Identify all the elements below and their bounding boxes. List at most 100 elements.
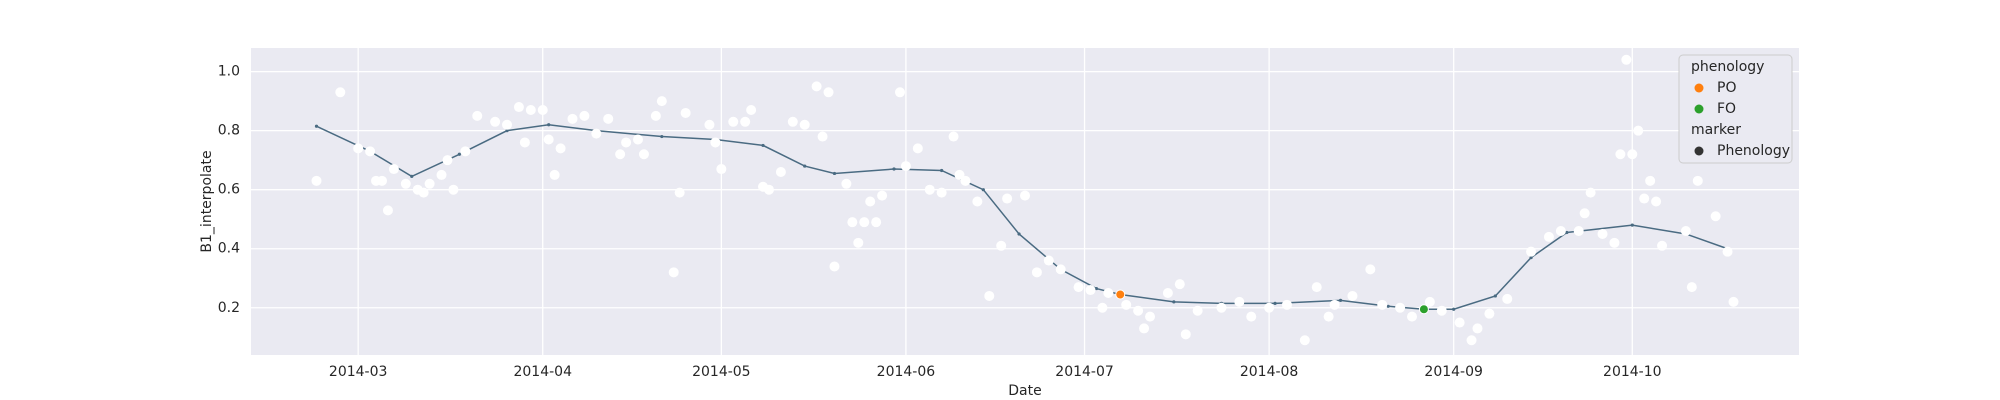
data-point	[1264, 302, 1275, 313]
data-point	[460, 146, 471, 157]
line-vertex	[314, 124, 319, 128]
x-tick-label: 2014-03	[329, 364, 388, 380]
data-point	[525, 104, 536, 115]
data-point	[1234, 296, 1245, 307]
data-point	[579, 110, 590, 121]
data-point	[1323, 311, 1334, 322]
data-point	[924, 184, 935, 195]
data-point	[621, 137, 632, 148]
data-point	[1395, 302, 1406, 313]
line-vertex	[1529, 255, 1533, 260]
data-point	[335, 87, 346, 98]
data-point	[1621, 54, 1632, 65]
data-point	[650, 110, 661, 121]
line-vertex	[981, 188, 985, 192]
data-point	[1347, 290, 1358, 301]
data-point	[513, 102, 524, 113]
data-point	[847, 217, 858, 228]
line-vertex	[1493, 294, 1497, 298]
data-point	[728, 116, 739, 127]
data-point	[311, 175, 322, 186]
data-point	[1329, 299, 1340, 310]
data-point	[1597, 228, 1608, 239]
line-vertex	[1386, 304, 1390, 308]
line-vertex	[892, 167, 896, 171]
y-tick-label: 0.4	[218, 241, 240, 257]
data-point	[376, 175, 387, 186]
x-axis-label: Date	[1008, 383, 1041, 399]
data-point	[1466, 335, 1477, 346]
data-point	[1710, 211, 1721, 222]
data-point	[1555, 226, 1566, 237]
data-point	[674, 187, 685, 198]
line-vertex	[505, 129, 509, 133]
legend-entry: FO	[1717, 101, 1736, 117]
data-point	[591, 128, 602, 139]
x-tick-label: 2014-10	[1603, 364, 1662, 380]
data-point	[960, 175, 971, 186]
line-vertex	[1017, 232, 1021, 236]
x-tick-label: 2014-08	[1240, 364, 1299, 380]
data-point	[1407, 311, 1417, 322]
data-point	[829, 261, 840, 272]
data-point	[436, 169, 447, 180]
data-point	[1246, 311, 1257, 322]
x-tick-label: 2014-04	[513, 364, 572, 380]
line-vertex	[1172, 300, 1176, 304]
data-point	[1484, 308, 1495, 319]
y-tick-label: 0.8	[218, 123, 240, 139]
data-point	[996, 240, 1007, 251]
data-point	[537, 104, 548, 115]
data-point	[1526, 246, 1537, 257]
data-point	[811, 81, 822, 92]
data-point	[1121, 299, 1132, 310]
line-vertex	[1452, 307, 1456, 311]
data-point	[1585, 187, 1596, 198]
line-vertex	[761, 143, 765, 148]
data-point	[1609, 237, 1620, 248]
line-vertex	[832, 171, 837, 176]
data-point	[656, 96, 667, 107]
data-point	[1692, 175, 1703, 186]
data-point	[1377, 299, 1388, 310]
data-point	[912, 143, 923, 154]
data-point	[894, 87, 905, 98]
data-point	[1424, 296, 1435, 307]
legend-marker	[1694, 146, 1704, 156]
data-point	[490, 116, 501, 127]
data-point	[1657, 240, 1668, 251]
data-point	[502, 119, 513, 130]
data-point	[1174, 279, 1185, 290]
data-point	[1139, 323, 1150, 334]
data-point	[877, 190, 888, 201]
line-vertex	[547, 123, 551, 127]
legend-marker	[1694, 104, 1704, 114]
data-point	[615, 149, 626, 160]
data-point	[1728, 296, 1739, 307]
data-point	[400, 178, 411, 189]
data-point	[763, 184, 774, 195]
data-point	[1020, 190, 1030, 201]
data-point	[984, 290, 995, 301]
y-tick-label: 0.6	[218, 182, 240, 198]
legend-entry: Phenology	[1717, 143, 1790, 159]
data-point	[519, 137, 530, 148]
data-point	[603, 113, 614, 124]
line-vertex	[1094, 286, 1099, 291]
data-point	[680, 107, 691, 118]
data-point	[948, 131, 959, 142]
data-point	[543, 134, 554, 145]
line-vertex	[1338, 298, 1343, 302]
data-point	[817, 131, 828, 142]
data-point	[775, 166, 786, 177]
data-point	[1085, 285, 1096, 296]
data-point	[1573, 226, 1584, 237]
legend-box	[1678, 54, 1793, 164]
data-point	[633, 134, 643, 145]
data-point	[1162, 288, 1173, 299]
data-point	[1627, 149, 1638, 160]
data-point	[1043, 255, 1054, 266]
line-vertex	[457, 152, 461, 156]
data-point	[442, 155, 453, 166]
